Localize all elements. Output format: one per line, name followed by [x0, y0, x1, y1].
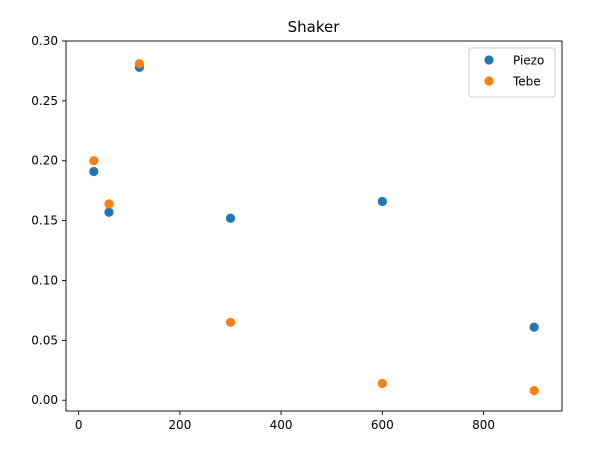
axes-frame: [65, 40, 563, 412]
x-tick-label: 0: [75, 418, 83, 432]
data-points: [89, 59, 539, 396]
legend-marker-tebe: [484, 76, 494, 86]
y-tick-label: 0.30: [31, 34, 58, 48]
x-axis: 0 200 400 600 800: [75, 411, 495, 432]
legend-marker-piezo: [484, 55, 494, 65]
data-point-tebe: [104, 199, 114, 209]
data-point-piezo: [377, 196, 387, 207]
y-tick-label: 0.20: [31, 154, 58, 168]
x-tick-label: 800: [472, 418, 495, 432]
y-axis: 0.00 0.05 0.10 0.15 0.20 0.25 0.30: [31, 34, 66, 407]
x-tick-label: 200: [168, 418, 191, 432]
y-tick-label: 0.05: [31, 333, 58, 347]
y-tick-label: 0.25: [31, 94, 58, 108]
data-point-tebe: [529, 386, 539, 396]
data-point-piezo: [225, 213, 236, 223]
plot-area: [65, 40, 563, 412]
data-point-piezo: [529, 322, 539, 332]
legend: Piezo Tebe: [468, 47, 556, 98]
legend-label-tebe: Tebe: [512, 75, 541, 89]
data-point-piezo: [89, 166, 99, 177]
data-point-tebe: [134, 59, 144, 69]
legend-label-piezo: Piezo: [513, 54, 544, 68]
y-tick-label: 0.15: [31, 214, 58, 228]
data-point-tebe: [225, 317, 236, 327]
data-point-tebe: [89, 156, 99, 166]
y-tick-label: 0.00: [31, 393, 58, 407]
x-tick-label: 400: [270, 418, 293, 432]
x-tick-label: 600: [371, 418, 394, 432]
chart-title: Shaker: [288, 18, 341, 36]
data-point-tebe: [377, 378, 387, 389]
data-point-piezo: [104, 207, 114, 217]
y-tick-label: 0.10: [31, 273, 58, 287]
